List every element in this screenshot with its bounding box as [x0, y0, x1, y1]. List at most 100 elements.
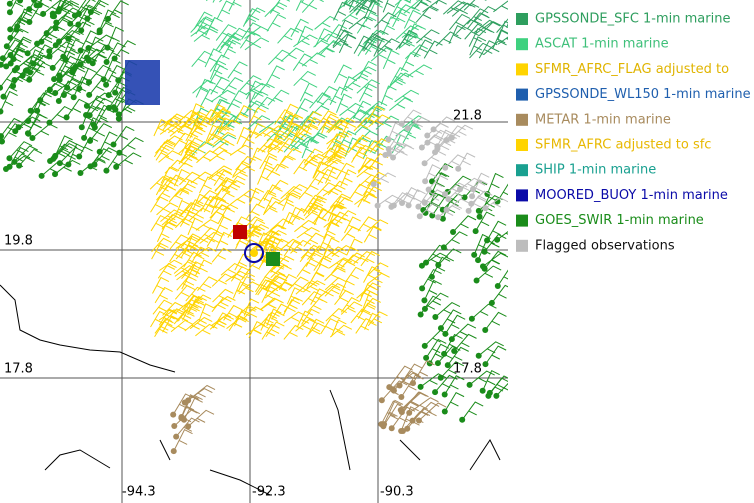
- legend-label: SFMR_AFRC_FLAG adjusted to: [535, 62, 729, 77]
- obs-dot: [472, 228, 479, 235]
- wind-barb: [425, 338, 447, 359]
- wind-barb: [253, 96, 276, 114]
- obs-dot: [52, 42, 59, 49]
- wind-barb: [435, 302, 461, 318]
- obs-dot: [425, 186, 432, 193]
- wind-barb: [356, 165, 380, 178]
- wind-barb: [317, 110, 337, 126]
- obs-dot: [396, 382, 403, 389]
- wind-barb: [332, 29, 353, 47]
- wind-barb: [303, 232, 325, 247]
- obs-dot: [110, 104, 117, 111]
- wind-barb: [164, 308, 185, 323]
- obs-dot: [416, 213, 423, 220]
- wind-barb: [357, 156, 376, 174]
- obs-dot: [103, 59, 110, 66]
- wind-barb: [261, 139, 284, 153]
- wind-barb: [401, 187, 420, 204]
- wind-barb: [36, 0, 53, 6]
- wind-barb: [440, 361, 465, 379]
- obs-dot: [404, 125, 411, 132]
- buoy-marker: [266, 252, 280, 266]
- wind-barb: [216, 0, 235, 20]
- obs-dot: [415, 417, 422, 424]
- wind-barb: [268, 49, 291, 65]
- wind-barb: [59, 55, 79, 76]
- obs-dot: [170, 448, 177, 455]
- wind-barb: [320, 113, 339, 130]
- wind-barb: [416, 29, 440, 44]
- obs-dot: [55, 97, 62, 104]
- wind-barb: [388, 365, 413, 388]
- wind-barb: [199, 109, 220, 125]
- wind-barb: [277, 192, 301, 205]
- wind-barb: [324, 282, 346, 297]
- wind-barb: [424, 329, 449, 347]
- wind-barb: [158, 309, 183, 321]
- wind-barb: [277, 27, 300, 44]
- wind-barb: [443, 231, 468, 248]
- wind-barb: [237, 275, 255, 293]
- obs-dot: [482, 327, 489, 334]
- wind-barb: [437, 248, 462, 266]
- wind-barb: [296, 227, 320, 239]
- wind-barb: [307, 245, 328, 261]
- wind-barb: [151, 237, 172, 253]
- wind-barb: [330, 319, 347, 337]
- wind-barb: [351, 66, 377, 80]
- wind-barb: [198, 303, 214, 321]
- obs-dot: [52, 152, 59, 159]
- wind-barb: [486, 172, 504, 195]
- wind-barb: [444, 314, 466, 335]
- obs-dot: [46, 48, 53, 55]
- obs-dot: [440, 244, 447, 251]
- wind-barb: [455, 18, 479, 34]
- obs-dot: [444, 362, 451, 369]
- obs-dot: [67, 20, 74, 27]
- wind-barb: [211, 297, 232, 313]
- wind-barb: [242, 216, 264, 231]
- wind-barb: [357, 216, 377, 232]
- obs-dot: [96, 29, 103, 36]
- legend-swatch: [516, 63, 528, 76]
- obs-dot: [466, 381, 473, 388]
- obs-dot: [81, 134, 88, 141]
- wind-barb: [364, 312, 381, 330]
- obs-dot: [17, 0, 24, 4]
- wind-barb: [482, 370, 500, 391]
- wind-barb: [468, 195, 487, 212]
- wind-barb: [484, 250, 507, 270]
- wind-barb: [324, 246, 347, 260]
- wind-barb: [173, 132, 193, 148]
- wind-barb: [471, 179, 488, 197]
- center-dot: [250, 249, 258, 257]
- obs-dot: [72, 63, 79, 70]
- wind-barb: [157, 262, 177, 279]
- wind-barb: [195, 16, 215, 35]
- obs-dot: [456, 186, 463, 193]
- wind-barb: [461, 401, 484, 421]
- wind-barb: [16, 54, 43, 69]
- wind-barb: [153, 118, 170, 137]
- wind-barb: [187, 217, 204, 236]
- wind-barb: [363, 266, 381, 283]
- wind-barb: [190, 171, 214, 184]
- obs-dot: [434, 145, 441, 152]
- wind-barb: [400, 374, 424, 398]
- wind-barb: [407, 64, 433, 77]
- wind-barb: [203, 196, 222, 213]
- legend-swatch: [516, 164, 528, 177]
- wind-barb: [241, 264, 261, 281]
- lon-label: -92.3: [252, 485, 286, 500]
- wind-barb: [340, 254, 362, 269]
- wind-barb: [327, 180, 348, 196]
- wind-barb: [90, 0, 106, 13]
- wind-barb: [496, 18, 508, 33]
- wind-barb: [333, 1, 351, 21]
- wind-barb: [215, 216, 232, 234]
- obs-dot: [409, 417, 416, 424]
- wind-barb: [363, 226, 382, 243]
- wind-barb: [312, 161, 329, 179]
- map-area: [0, 0, 508, 503]
